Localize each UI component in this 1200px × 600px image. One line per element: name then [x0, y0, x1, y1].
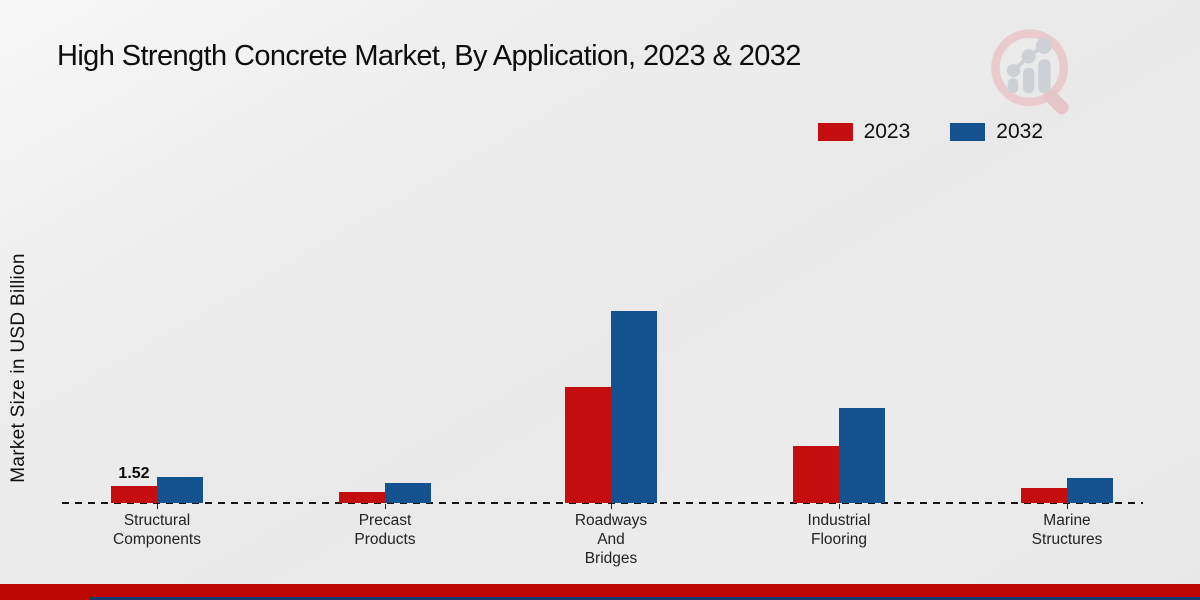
- bar-2023-precast-products[interactable]: [339, 491, 385, 503]
- footer-navy-band: [90, 597, 1200, 600]
- trend-dot-icon: [1021, 49, 1036, 64]
- bar-2023-structural-components[interactable]: [111, 485, 157, 503]
- legend-item-2023[interactable]: 2023: [817, 120, 911, 144]
- bar-2023-industrial-flooring[interactable]: [793, 445, 839, 503]
- trend-dot-icon: [1006, 63, 1021, 78]
- category-label-industrial-flooring: Industrial Flooring: [807, 512, 871, 548]
- legend-swatch-2032: [950, 123, 986, 141]
- bar-2032-industrial-flooring[interactable]: [839, 407, 885, 503]
- brand-watermark-logo: [991, 29, 1069, 115]
- legend: 2023 2032: [817, 120, 1043, 144]
- category-label-roadways-and-bridges: Roadways And Bridges: [574, 512, 648, 567]
- bar-2032-roadways-and-bridges[interactable]: [611, 310, 657, 503]
- zero-baseline: [62, 502, 1143, 504]
- trend-dot-icon: [1035, 37, 1052, 54]
- category-label-precast-products: Precast Products: [354, 512, 416, 548]
- bar-2032-precast-products[interactable]: [385, 483, 431, 503]
- category-label-structural-components: Structural Components: [113, 512, 201, 548]
- legend-item-2032[interactable]: 2032: [950, 120, 1043, 144]
- legend-label-2032: 2032: [996, 120, 1043, 143]
- magnifier-handle-icon: [1043, 89, 1069, 115]
- bar-2023-roadways-and-bridges[interactable]: [565, 386, 611, 503]
- legend-label-2023: 2023: [863, 120, 911, 143]
- x-axis-tick: [611, 504, 612, 509]
- bar-icon: [1007, 78, 1019, 94]
- x-axis-tick: [157, 504, 158, 509]
- bar-2032-marine-structures[interactable]: [1067, 477, 1113, 503]
- bar-icon: [1023, 67, 1035, 94]
- x-axis-tick: [839, 504, 840, 509]
- bar-2023-marine-structures[interactable]: [1021, 488, 1067, 503]
- legend-swatch-2023: [817, 123, 853, 141]
- chart-title: High Strength Concrete Market, By Applic…: [57, 40, 801, 72]
- x-axis-tick: [385, 504, 386, 509]
- category-label-marine-structures: Marine Structures: [1031, 512, 1103, 548]
- magnifier-ring-icon: [991, 29, 1069, 107]
- bar-2032-structural-components[interactable]: [157, 476, 203, 503]
- footer-red-band: [0, 584, 1200, 600]
- bar-value-label: 1.52: [118, 464, 150, 482]
- y-axis-title: Market Size in USD Billion: [8, 253, 29, 483]
- bar-icon: [1038, 59, 1051, 94]
- x-axis-tick: [1067, 504, 1068, 509]
